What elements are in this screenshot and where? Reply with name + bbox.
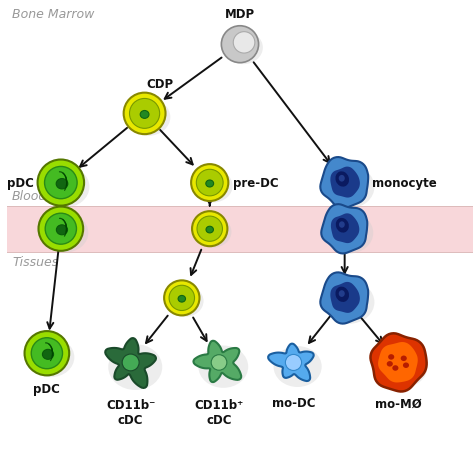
Ellipse shape <box>41 213 88 253</box>
Ellipse shape <box>199 346 248 388</box>
Circle shape <box>192 212 228 247</box>
Circle shape <box>169 286 194 311</box>
Bar <box>7 206 473 252</box>
Polygon shape <box>105 338 156 388</box>
Ellipse shape <box>206 227 213 233</box>
Ellipse shape <box>339 175 345 182</box>
Circle shape <box>122 354 139 371</box>
Ellipse shape <box>127 99 170 137</box>
Ellipse shape <box>206 181 214 188</box>
Text: mo-DC: mo-DC <box>272 396 315 409</box>
Ellipse shape <box>56 225 67 235</box>
Ellipse shape <box>377 346 428 388</box>
Text: Blood: Blood <box>12 189 47 202</box>
Circle shape <box>45 214 76 244</box>
Circle shape <box>38 207 83 251</box>
Ellipse shape <box>388 354 394 360</box>
Ellipse shape <box>56 179 68 189</box>
Ellipse shape <box>387 361 393 367</box>
Circle shape <box>31 338 63 369</box>
Text: MDP: MDP <box>225 8 255 21</box>
Ellipse shape <box>224 32 263 65</box>
Circle shape <box>211 355 227 370</box>
Text: pre-DC: pre-DC <box>233 177 279 190</box>
Text: pDC: pDC <box>34 382 60 395</box>
Ellipse shape <box>336 287 349 302</box>
Ellipse shape <box>194 217 231 248</box>
Circle shape <box>164 281 200 316</box>
Ellipse shape <box>193 170 233 203</box>
Text: CDP: CDP <box>146 78 173 91</box>
Text: mo-MØ: mo-MØ <box>375 397 421 410</box>
Polygon shape <box>378 342 418 382</box>
Circle shape <box>191 165 228 201</box>
Text: Tissues: Tissues <box>12 256 58 269</box>
Ellipse shape <box>108 344 162 390</box>
Circle shape <box>129 99 160 129</box>
Ellipse shape <box>273 346 322 387</box>
Ellipse shape <box>140 111 149 119</box>
Circle shape <box>221 27 259 63</box>
Ellipse shape <box>339 291 345 297</box>
Ellipse shape <box>403 363 409 368</box>
Polygon shape <box>330 282 360 313</box>
Polygon shape <box>330 167 360 198</box>
Ellipse shape <box>336 172 349 187</box>
Ellipse shape <box>324 281 374 324</box>
Text: monocyte: monocyte <box>372 177 437 190</box>
Ellipse shape <box>336 219 349 233</box>
Ellipse shape <box>339 222 345 228</box>
Text: CD11b⁻
cDC: CD11b⁻ cDC <box>106 398 155 425</box>
Text: Bone Marrow: Bone Marrow <box>12 8 94 21</box>
Circle shape <box>233 32 255 54</box>
Circle shape <box>197 217 222 242</box>
Polygon shape <box>193 341 241 382</box>
Ellipse shape <box>401 356 407 361</box>
Ellipse shape <box>324 166 374 209</box>
Circle shape <box>196 170 223 196</box>
Polygon shape <box>320 158 368 209</box>
Polygon shape <box>321 205 367 254</box>
Polygon shape <box>371 333 427 392</box>
Ellipse shape <box>27 338 74 377</box>
Polygon shape <box>320 273 368 324</box>
Circle shape <box>45 167 77 199</box>
Ellipse shape <box>42 350 54 360</box>
Polygon shape <box>331 214 359 244</box>
Text: CD11b⁺
cDC: CD11b⁺ cDC <box>194 398 244 425</box>
Ellipse shape <box>41 167 90 208</box>
Circle shape <box>25 332 69 375</box>
Circle shape <box>124 94 165 135</box>
Ellipse shape <box>166 286 203 317</box>
Ellipse shape <box>324 213 373 254</box>
Circle shape <box>285 355 301 371</box>
Circle shape <box>37 160 84 206</box>
Ellipse shape <box>178 296 185 302</box>
Text: pDC: pDC <box>7 177 34 190</box>
Polygon shape <box>268 344 314 381</box>
Ellipse shape <box>392 365 399 371</box>
